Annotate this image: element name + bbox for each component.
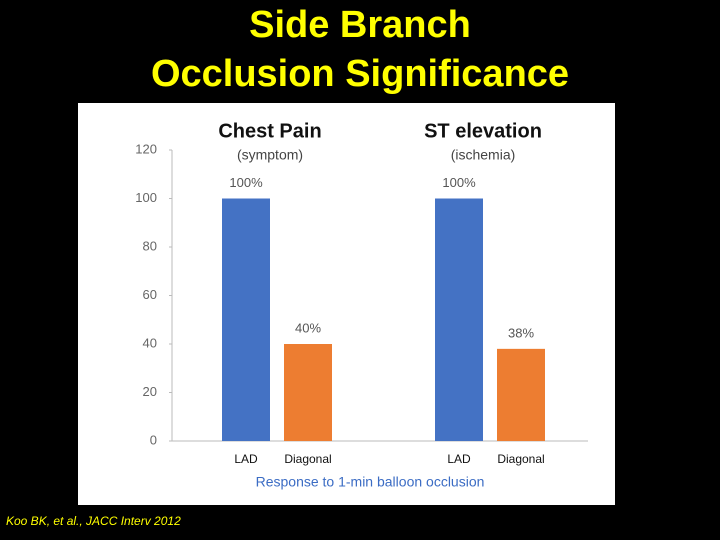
group-title: ST elevation (424, 120, 542, 142)
value-label: 38% (508, 325, 534, 340)
y-tick-label: 100 (135, 190, 157, 205)
bar (222, 198, 270, 441)
bar (435, 198, 483, 441)
y-tick-label: 20 (143, 384, 157, 399)
value-label: 100% (442, 175, 476, 190)
slide-title: Occlusion Significance (151, 53, 569, 95)
y-tick-label: 80 (143, 238, 157, 253)
slide-title: Side Branch (249, 4, 471, 46)
group-title: Chest Pain (218, 120, 321, 142)
value-label: 100% (229, 175, 263, 190)
chart-panel (78, 103, 615, 505)
y-tick-label: 120 (135, 141, 157, 156)
value-label: 40% (295, 320, 321, 335)
y-tick-label: 0 (150, 432, 157, 447)
x-tick-label: LAD (234, 452, 258, 466)
x-tick-label: Diagonal (284, 452, 331, 466)
x-tick-label: Diagonal (497, 452, 544, 466)
bar (284, 344, 332, 441)
group-subtitle: (symptom) (237, 147, 303, 163)
y-tick-label: 40 (143, 335, 157, 350)
bar (497, 348, 545, 441)
footnote: Koo BK, et al., JACC Interv 2012 (6, 514, 181, 528)
y-tick-label: 60 (143, 287, 157, 302)
group-subtitle: (ischemia) (451, 147, 516, 163)
x-tick-label: LAD (447, 452, 471, 466)
x-axis-label: Response to 1-min balloon occlusion (256, 474, 485, 490)
